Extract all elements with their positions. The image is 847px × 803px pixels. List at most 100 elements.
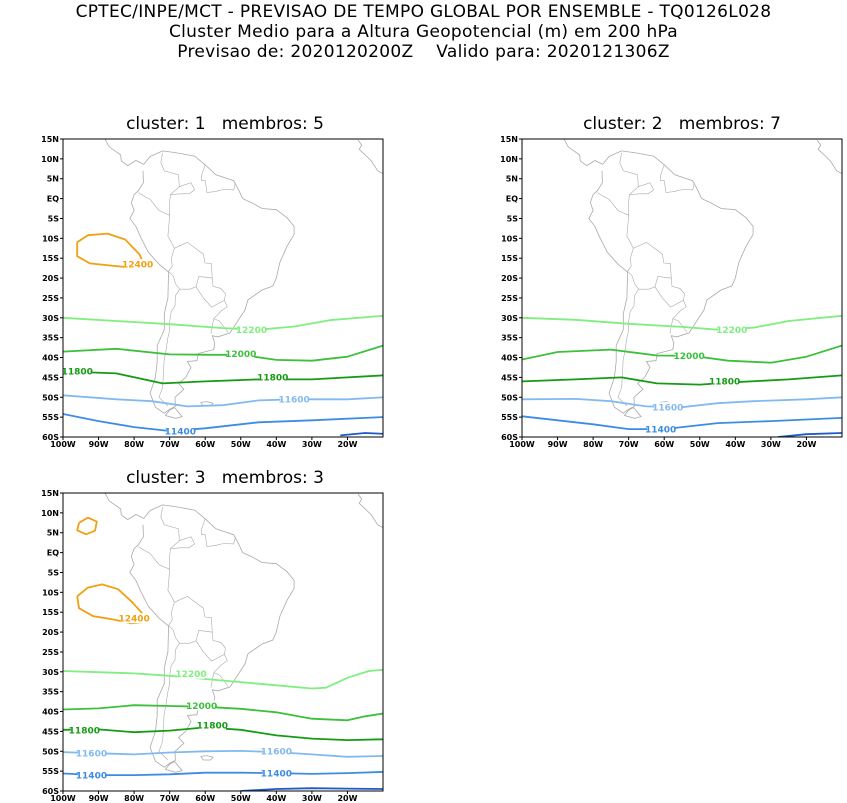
contour-label-bg bbox=[188, 700, 216, 711]
contour-label: 11600 bbox=[278, 396, 309, 406]
lat-tick-label: 45S bbox=[42, 727, 59, 736]
coastline-0 bbox=[129, 150, 295, 414]
map-frame bbox=[521, 138, 843, 438]
lat-tick-label: 35S bbox=[42, 334, 59, 343]
lat-tick-label: 20S bbox=[501, 274, 518, 283]
coastline-4 bbox=[623, 407, 642, 419]
country-border-0 bbox=[158, 271, 180, 407]
country-border-9 bbox=[210, 672, 215, 688]
country-border-5 bbox=[629, 182, 654, 195]
lat-tick-label: 5N bbox=[47, 529, 59, 538]
contour-line-3 bbox=[63, 370, 383, 385]
contour-label-bg bbox=[259, 372, 287, 383]
chart-title-line3: Previsao de: 2020120200Z Valido para: 20… bbox=[177, 42, 670, 62]
lat-tick-label: EQ bbox=[47, 195, 59, 204]
contour-line-2 bbox=[522, 374, 842, 386]
lon-tick-label: 30W bbox=[761, 440, 781, 449]
lat-tick-label: 25S bbox=[501, 294, 518, 303]
country-border-2 bbox=[597, 192, 610, 200]
lon-tick-label: 50W bbox=[690, 440, 710, 449]
country-border-2 bbox=[138, 192, 151, 200]
lat-tick-label: 35S bbox=[42, 688, 59, 697]
lat-tick-label: 20S bbox=[42, 628, 59, 637]
coastline-2 bbox=[63, 95, 107, 135]
country-border-2 bbox=[138, 546, 151, 554]
country-border-3 bbox=[160, 506, 180, 570]
contour-label-bg bbox=[711, 376, 739, 387]
lon-tick-label: 90W bbox=[548, 440, 568, 449]
contour-line-1 bbox=[63, 314, 383, 331]
map-frame bbox=[62, 138, 384, 438]
contour-label: 11600 bbox=[652, 404, 683, 414]
lon-tick-label: 30W bbox=[302, 440, 322, 449]
lat-tick-label: 40S bbox=[501, 354, 518, 363]
coastline-4 bbox=[164, 407, 183, 419]
contour-label: 12000 bbox=[673, 352, 704, 362]
lat-tick-label: 15S bbox=[42, 608, 59, 617]
contour-label: 11800 bbox=[62, 368, 93, 378]
contour-line-2 bbox=[63, 668, 383, 690]
coastline-1 bbox=[548, 139, 603, 167]
lon-tick-label: 80W bbox=[583, 440, 603, 449]
country-border-4 bbox=[201, 518, 236, 547]
lon-tick-label: 90W bbox=[89, 440, 109, 449]
lat-tick-label: 60S bbox=[42, 433, 59, 442]
country-border-5 bbox=[170, 536, 195, 549]
map-frame bbox=[62, 492, 384, 792]
lat-tick-label: 30S bbox=[501, 314, 518, 323]
lat-tick-label: 10S bbox=[42, 234, 59, 243]
lat-tick-label: 10S bbox=[501, 234, 518, 243]
coastline-5 bbox=[357, 139, 383, 174]
coastline-0 bbox=[588, 150, 754, 414]
lat-tick-label: 5N bbox=[47, 175, 59, 184]
contour-label-bg bbox=[63, 366, 91, 377]
lat-tick-label: 15N bbox=[41, 135, 59, 144]
contour-line-7 bbox=[240, 787, 383, 791]
contour-label-bg bbox=[120, 613, 148, 624]
country-border-1 bbox=[608, 199, 634, 272]
lon-tick-label: 40W bbox=[266, 794, 286, 803]
lat-tick-label: 10N bbox=[500, 155, 518, 164]
contour-label: 11400 bbox=[645, 425, 676, 435]
map-panel-3: 12400 12200 12000 11800 11800 11600 11600 11400… bbox=[41, 449, 384, 803]
coastline-0 bbox=[129, 504, 295, 768]
contour-label-bg bbox=[77, 748, 105, 759]
lat-tick-label: 15S bbox=[501, 254, 518, 263]
contour-label-bg bbox=[77, 770, 105, 781]
country-border-0 bbox=[617, 271, 639, 407]
lon-tick-label: 60W bbox=[654, 440, 674, 449]
contour-label: 12000 bbox=[186, 702, 217, 712]
lat-tick-label: 55S bbox=[501, 413, 518, 422]
lat-tick-label: 15S bbox=[42, 254, 59, 263]
contour-label: 11400 bbox=[261, 769, 292, 779]
contour-label: 11600 bbox=[76, 750, 107, 760]
coastline-5 bbox=[357, 493, 383, 528]
coastline-2 bbox=[63, 449, 107, 489]
country-border-7 bbox=[195, 632, 226, 662]
contour-label-bg bbox=[166, 426, 194, 437]
contour-label: 12400 bbox=[122, 260, 153, 270]
country-border-1 bbox=[149, 199, 175, 272]
lat-tick-label: 35S bbox=[501, 334, 518, 343]
contour-line-3 bbox=[522, 396, 842, 409]
contour-label: 12200 bbox=[236, 326, 267, 336]
contour-label-bg bbox=[198, 720, 226, 731]
country-border-4 bbox=[660, 164, 695, 193]
contour-label: 12200 bbox=[175, 670, 206, 680]
contour-label-bg bbox=[227, 348, 255, 359]
coastline-3 bbox=[200, 755, 214, 761]
contour-line-2 bbox=[63, 344, 383, 362]
lon-tick-label: 40W bbox=[725, 440, 745, 449]
coastline-1 bbox=[89, 493, 144, 521]
country-border-5 bbox=[170, 182, 195, 195]
lat-tick-label: 45S bbox=[501, 373, 518, 382]
contour-label-bg bbox=[718, 324, 746, 335]
contour-label: 11800 bbox=[257, 374, 288, 384]
contour-label: 12400 bbox=[118, 614, 149, 624]
country-border-6 bbox=[633, 241, 672, 290]
panel-title-cluster-1: cluster: 1 membros: 5 bbox=[126, 114, 324, 134]
contour-label: 11800 bbox=[69, 727, 100, 737]
country-border-7 bbox=[654, 278, 685, 308]
lat-tick-label: 30S bbox=[42, 668, 59, 677]
lon-tick-label: 100W bbox=[50, 440, 76, 449]
